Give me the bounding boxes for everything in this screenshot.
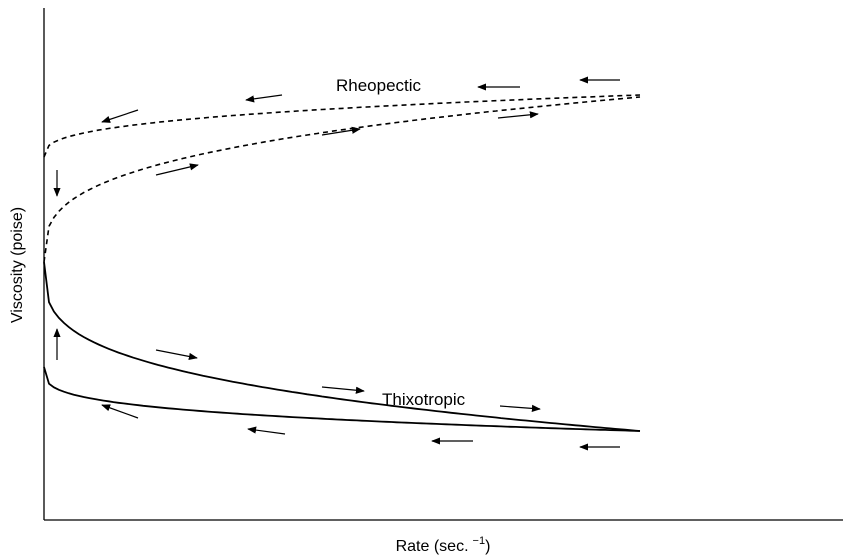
annotation-thixotropic: Thixotropic <box>382 390 466 409</box>
direction-arrow-12 <box>499 404 541 412</box>
direction-arrow-4 <box>101 109 139 123</box>
direction-arrow-13 <box>101 404 139 419</box>
y-axis-label: Viscosity (poise) <box>9 207 26 323</box>
direction-arrow-6 <box>321 126 361 136</box>
direction-arrow-11 <box>321 386 365 394</box>
direction-arrow-8 <box>155 163 199 176</box>
thixotropic-decreasing-rate-curve <box>43 366 641 432</box>
rheopectic-decreasing-rate-curve <box>43 94 641 158</box>
direction-arrow-3 <box>245 94 283 103</box>
direction-arrow-10 <box>155 349 198 360</box>
thixotropic-increasing-rate-curve <box>43 261 641 432</box>
x-axis-label: Rate (sec. −1) <box>396 535 491 555</box>
rheopectic-increasing-rate-curve <box>43 96 641 263</box>
annotation-rheopectic: Rheopectic <box>336 76 422 95</box>
direction-arrow-14 <box>247 426 286 435</box>
direction-arrow-7 <box>497 111 539 119</box>
